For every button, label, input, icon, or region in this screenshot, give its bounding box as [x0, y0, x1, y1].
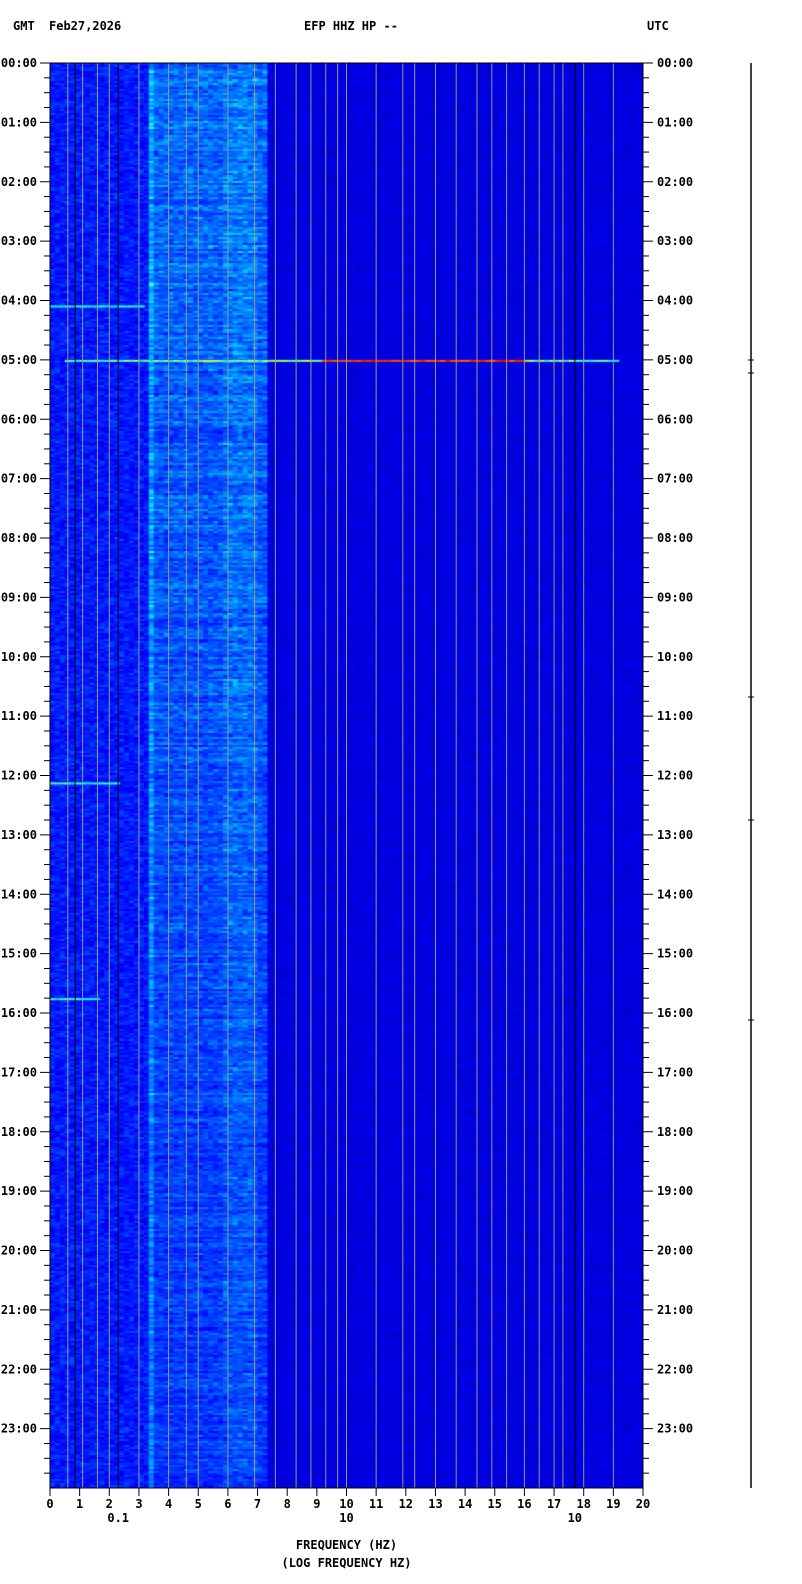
- y-tick-label-right: 09:00: [657, 590, 693, 604]
- y-tick-label-left: 21:00: [1, 1303, 37, 1317]
- y-tick-label-right: 02:00: [657, 175, 693, 189]
- x-tick-label: 3: [135, 1497, 142, 1511]
- date-label: Feb27,2026: [49, 19, 122, 33]
- y-tick-label-right: 15:00: [657, 947, 693, 961]
- x-tick-label: 14: [458, 1497, 472, 1511]
- y-tick-label-left: 19:00: [1, 1184, 37, 1198]
- y-tick-label-right: 04:00: [657, 294, 693, 308]
- x-tick-label: 7: [254, 1497, 261, 1511]
- y-tick-label-right: 12:00: [657, 769, 693, 783]
- y-tick-label-left: 06:00: [1, 412, 37, 426]
- x-tick-label: 8: [284, 1497, 291, 1511]
- x-tick-label: 9: [313, 1497, 320, 1511]
- y-tick-label-left: 14:00: [1, 887, 37, 901]
- y-tick-label-left: 13:00: [1, 828, 37, 842]
- y-tick-label-right: 22:00: [657, 1362, 693, 1376]
- y-tick-label-right: 18:00: [657, 1125, 693, 1139]
- y-tick-label-left: 22:00: [1, 1362, 37, 1376]
- y-tick-label-right: 05:00: [657, 353, 693, 367]
- y-tick-label-right: 00:00: [657, 56, 693, 70]
- y-tick-label-left: 17:00: [1, 1065, 37, 1079]
- y-tick-label-right: 14:00: [657, 887, 693, 901]
- x-tick-label: 10: [339, 1497, 353, 1511]
- y-tick-label-left: 02:00: [1, 175, 37, 189]
- y-tick-label-left: 09:00: [1, 590, 37, 604]
- x-tick-label: 20: [636, 1497, 650, 1511]
- y-tick-label-right: 13:00: [657, 828, 693, 842]
- y-tick-label-left: 10:00: [1, 650, 37, 664]
- x-tick-label: 12: [399, 1497, 413, 1511]
- y-tick-label-left: 23:00: [1, 1422, 37, 1436]
- y-tick-label-left: 16:00: [1, 1006, 37, 1020]
- x-tick-label: 16: [517, 1497, 531, 1511]
- x-tick-label: 19: [606, 1497, 620, 1511]
- x-tick-label: 6: [224, 1497, 231, 1511]
- y-tick-label-right: 11:00: [657, 709, 693, 723]
- y-tick-label-right: 17:00: [657, 1065, 693, 1079]
- x-tick-label: 11: [369, 1497, 383, 1511]
- y-tick-label-right: 21:00: [657, 1303, 693, 1317]
- x-tick-label: 18: [576, 1497, 590, 1511]
- y-tick-label-right: 06:00: [657, 412, 693, 426]
- y-tick-label-left: 11:00: [1, 709, 37, 723]
- y-tick-label-right: 10:00: [657, 650, 693, 664]
- chart-title: EFP HHZ HP --: [304, 19, 398, 33]
- timezone-right: UTC: [647, 19, 669, 33]
- y-tick-label-left: 05:00: [1, 353, 37, 367]
- y-tick-label-left: 03:00: [1, 234, 37, 248]
- y-tick-label-left: 20:00: [1, 1244, 37, 1258]
- y-tick-label-right: 20:00: [657, 1244, 693, 1258]
- x-tick-label: 4: [165, 1497, 172, 1511]
- x-extra-tick-label: 10: [339, 1511, 353, 1525]
- x-axis-label-overlay: (LOG FREQUENCY HZ): [281, 1556, 412, 1570]
- y-tick-label-left: 08:00: [1, 531, 37, 545]
- y-tick-label-right: 07:00: [657, 472, 693, 486]
- x-tick-label: 0: [46, 1497, 53, 1511]
- y-tick-label-right: 08:00: [657, 531, 693, 545]
- x-tick-label: 2: [106, 1497, 113, 1511]
- x-tick-label: 5: [195, 1497, 202, 1511]
- x-axis-label: FREQUENCY (HZ): [295, 1538, 398, 1552]
- y-tick-label-left: 12:00: [1, 769, 37, 783]
- x-tick-label: 17: [547, 1497, 561, 1511]
- x-tick-label: 1: [76, 1497, 83, 1511]
- y-tick-label-left: 15:00: [1, 947, 37, 961]
- x-extra-tick-label: 0.1: [107, 1511, 129, 1525]
- y-tick-label-right: 19:00: [657, 1184, 693, 1198]
- x-tick-label: 15: [488, 1497, 502, 1511]
- y-tick-label-left: 00:00: [1, 56, 37, 70]
- y-tick-label-left: 18:00: [1, 1125, 37, 1139]
- y-tick-label-left: 07:00: [1, 472, 37, 486]
- y-tick-label-left: 01:00: [1, 115, 37, 129]
- x-extra-tick-label: 10: [568, 1511, 582, 1525]
- y-tick-label-right: 01:00: [657, 115, 693, 129]
- x-tick-label: 13: [428, 1497, 442, 1511]
- y-tick-label-right: 23:00: [657, 1422, 693, 1436]
- y-tick-label-right: 16:00: [657, 1006, 693, 1020]
- y-tick-label-left: 04:00: [1, 294, 37, 308]
- timezone-left: GMT: [13, 19, 35, 33]
- y-tick-label-right: 03:00: [657, 234, 693, 248]
